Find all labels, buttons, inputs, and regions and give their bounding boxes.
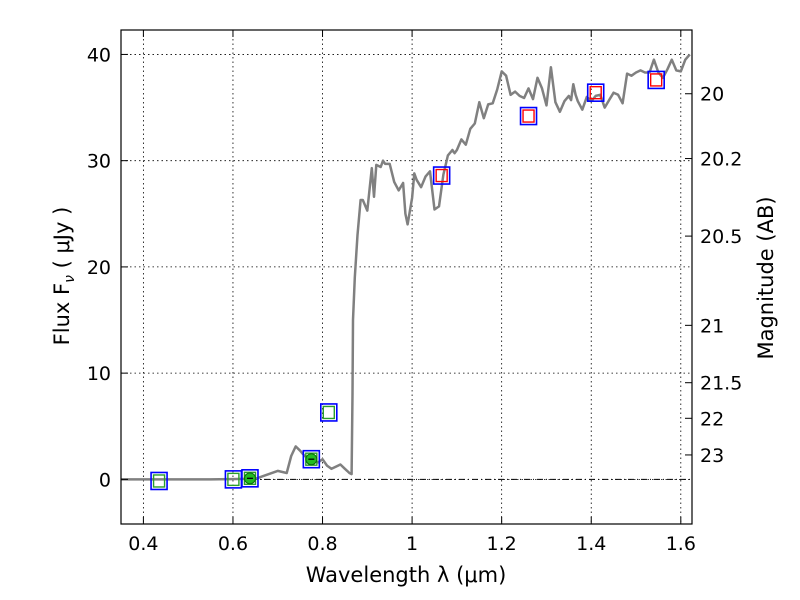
photometry-point	[150, 471, 168, 491]
x-tick-label: 0.4	[128, 533, 158, 555]
model-band-square	[152, 474, 166, 488]
photometry-point	[302, 449, 321, 469]
x-tick-label: 1	[406, 533, 418, 555]
model-band-square	[322, 405, 335, 420]
model-band-square	[227, 472, 240, 487]
plot-frame	[120, 29, 693, 525]
x-tick-label: 0.8	[307, 533, 337, 555]
y-tick-label: 20	[87, 257, 111, 279]
x-tick-labels: 0.4 0.6 0.8 1 1.2 1.4 1.6	[128, 533, 696, 555]
y-axis-label-unit: ( μJy )	[50, 207, 74, 275]
y-tick-label: 10	[87, 363, 111, 385]
x-tick-label: 1.4	[576, 533, 606, 555]
y-tick-label: 0	[99, 469, 111, 491]
model-band-square	[649, 73, 663, 87]
magnitude-tick-labels: 20 20.2 20.5 21 21.5 22 23	[700, 84, 742, 467]
y-tick-label: 30	[87, 151, 111, 173]
magnitude-tick-label: 20.2	[700, 149, 742, 171]
observed-band-square	[150, 471, 168, 491]
observed-band-square	[647, 70, 665, 90]
magnitude-tick-label: 21.5	[700, 373, 742, 395]
observed-band-square	[241, 469, 259, 488]
photometry-points	[150, 70, 665, 491]
observed-band-square	[519, 106, 538, 126]
photometry-point	[319, 403, 338, 422]
photometry-point	[586, 83, 605, 102]
axis-ticks	[121, 30, 692, 524]
y-tick-label: 40	[87, 44, 111, 66]
x-axis-label: Wavelength λ (μm)	[306, 563, 507, 587]
photometry-point	[432, 166, 451, 185]
model-band-square	[589, 85, 602, 100]
x-tick-label: 0.6	[218, 533, 248, 555]
photometry-point	[519, 106, 538, 126]
model-spectrum-line	[121, 53, 691, 481]
x-tick-label: 1.2	[487, 533, 517, 555]
photometry-point	[647, 70, 665, 90]
magnitude-tick-label: 20.5	[700, 226, 742, 248]
x-tick-label: 1.6	[666, 533, 696, 555]
observed-band-square	[319, 403, 338, 422]
observed-band-square	[432, 166, 451, 185]
model-band-square	[435, 168, 448, 183]
magnitude-tick-label: 21	[700, 315, 724, 337]
observed-band-square	[586, 83, 605, 102]
magnitude-tick-label: 23	[700, 445, 724, 467]
observed-band-square	[302, 449, 321, 469]
y-axis-label-main: Flux F	[50, 283, 74, 345]
magnitude-tick-label: 20	[700, 84, 724, 106]
model-band-square	[522, 109, 535, 123]
y-tick-labels: 0 10 20 30 40	[87, 44, 111, 491]
magnitude-axis-label: Magnitude (AB)	[754, 196, 778, 359]
y-axis-label: Flux Fν ( μJy )	[50, 207, 78, 346]
magnitude-tick-label: 22	[700, 408, 724, 430]
y-axis-label-subscript: ν	[62, 275, 78, 283]
photometry-point	[241, 469, 259, 488]
